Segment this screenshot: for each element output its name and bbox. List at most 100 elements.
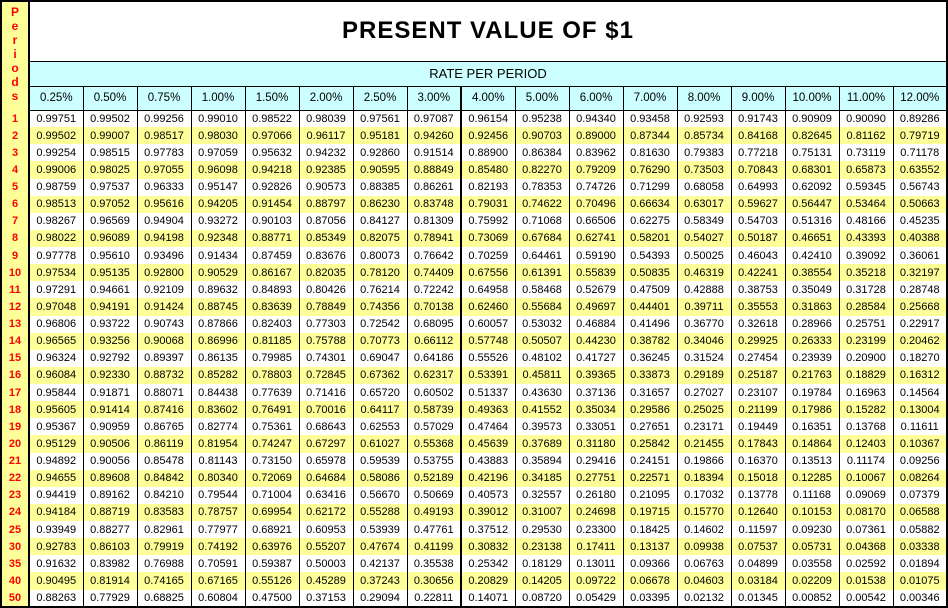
- pv-value-cell: 0.43883: [460, 452, 515, 470]
- pv-value-cell: 0.25751: [838, 315, 893, 333]
- pv-value-cell: 0.82961: [136, 521, 191, 539]
- pv-value-cell: 0.86103: [82, 538, 137, 556]
- pv-value-cell: 0.29586: [622, 401, 677, 419]
- pv-value-cell: 0.72845: [298, 366, 353, 384]
- pv-value-cell: 0.60804: [190, 589, 245, 607]
- pv-value-cell: 0.46043: [730, 247, 785, 265]
- pv-value-cell: 0.98513: [28, 195, 83, 213]
- pv-value-cell: 0.49363: [460, 401, 515, 419]
- pv-value-cell: 0.17032: [676, 486, 731, 504]
- pv-value-cell: 0.66634: [622, 195, 677, 213]
- pv-value-cell: 0.95367: [28, 418, 83, 436]
- period-label: 5: [1, 178, 30, 196]
- pv-value-cell: 0.36770: [676, 315, 731, 333]
- pv-value-cell: 0.05429: [568, 589, 623, 607]
- pv-value-cell: 0.85349: [298, 229, 353, 247]
- pv-value-cell: 0.17986: [784, 401, 839, 419]
- pv-value-cell: 0.09069: [838, 486, 893, 504]
- pv-value-cell: 0.79919: [136, 538, 191, 556]
- pv-value-cell: 0.53755: [406, 452, 461, 470]
- pv-value-cell: 0.74622: [514, 195, 569, 213]
- pv-value-cell: 0.96154: [460, 110, 515, 128]
- rate-column-header: 11.00%: [838, 86, 893, 111]
- rate-column-header: 2.00%: [298, 86, 353, 111]
- pv-value-cell: 0.20462: [892, 332, 947, 350]
- pv-value-cell: 0.40388: [892, 229, 947, 247]
- pv-value-cell: 0.68825: [136, 589, 191, 607]
- pv-value-cell: 0.33051: [568, 418, 623, 436]
- pv-value-cell: 0.50835: [622, 264, 677, 282]
- pv-value-cell: 0.09722: [568, 572, 623, 590]
- pv-value-cell: 0.90959: [82, 418, 137, 436]
- pv-value-cell: 0.75788: [298, 332, 353, 350]
- pv-value-cell: 0.10067: [838, 469, 893, 487]
- pv-value-cell: 0.25342: [460, 555, 515, 573]
- period-label: 24: [1, 503, 30, 521]
- pv-value-cell: 0.31863: [784, 298, 839, 316]
- pv-value-cell: 0.86135: [190, 349, 245, 367]
- period-label: 15: [1, 349, 30, 367]
- pv-value-cell: 0.06588: [892, 503, 947, 521]
- pv-value-cell: 0.55207: [298, 538, 353, 556]
- pv-value-cell: 0.74301: [298, 349, 353, 367]
- pv-value-cell: 0.81954: [190, 435, 245, 453]
- pv-value-cell: 0.98025: [82, 161, 137, 179]
- pv-value-cell: 0.98039: [298, 110, 353, 128]
- table-row: 7 0.98267 0.96569 0.94904 0.93272 0.90103 0.87…: [1, 212, 947, 230]
- pv-value-cell: 0.28748: [892, 281, 947, 299]
- pv-value-cell: 0.35894: [514, 452, 569, 470]
- pv-value-cell: 0.01345: [730, 589, 785, 607]
- pv-value-cell: 0.83639: [244, 298, 299, 316]
- pv-value-cell: 0.47674: [352, 538, 407, 556]
- pv-value-cell: 0.97291: [28, 281, 83, 299]
- pv-value-cell: 0.06678: [622, 572, 677, 590]
- rate-column-header: 8.00%: [676, 86, 731, 111]
- pv-value-cell: 0.38782: [622, 332, 677, 350]
- pv-value-cell: 0.27454: [730, 349, 785, 367]
- table-row: 8 0.98022 0.96089 0.94198 0.92348 0.88771 0.85…: [1, 229, 947, 247]
- pv-value-cell: 0.98515: [82, 144, 137, 162]
- pv-value-cell: 0.54027: [676, 229, 731, 247]
- period-label: 13: [1, 315, 30, 333]
- pv-value-cell: 0.97052: [82, 195, 137, 213]
- pv-value-cell: 0.31524: [676, 349, 731, 367]
- pv-value-cell: 0.87459: [244, 247, 299, 265]
- table-row: 6 0.98513 0.97052 0.95616 0.94205 0.91454 0.88…: [1, 195, 947, 213]
- pv-value-cell: 0.88263: [28, 589, 83, 607]
- pv-value-cell: 0.44230: [568, 332, 623, 350]
- pv-value-cell: 0.93458: [622, 110, 677, 128]
- pv-value-cell: 0.18425: [622, 521, 677, 539]
- pv-value-cell: 0.37689: [514, 435, 569, 453]
- pv-value-cell: 0.97537: [82, 178, 137, 196]
- pv-value-cell: 0.39711: [676, 298, 731, 316]
- pv-value-cell: 0.73503: [676, 161, 731, 179]
- pv-value-cell: 0.23138: [514, 538, 569, 556]
- pv-value-cell: 0.83676: [298, 247, 353, 265]
- pv-value-cell: 0.40573: [460, 486, 515, 504]
- pv-value-cell: 0.89632: [190, 281, 245, 299]
- pv-value-cell: 0.39012: [460, 503, 515, 521]
- table-row: 19 0.95367 0.90959 0.86765 0.82774 0.75361 0.6…: [1, 418, 947, 436]
- pv-value-cell: 0.86167: [244, 264, 299, 282]
- table-row: 50 0.88263 0.77929 0.68825 0.60804 0.47500 0.3…: [1, 589, 947, 607]
- pv-value-cell: 0.04368: [838, 538, 893, 556]
- pv-value-cell: 0.50025: [676, 247, 731, 265]
- pv-value-cell: 0.63976: [244, 538, 299, 556]
- pv-value-cell: 0.44401: [622, 298, 677, 316]
- pv-value-cell: 0.77639: [244, 384, 299, 402]
- period-label: 14: [1, 332, 30, 350]
- pv-value-cell: 0.89608: [82, 469, 137, 487]
- pv-value-cell: 0.91414: [82, 401, 137, 419]
- pv-value-cell: 0.81630: [622, 144, 677, 162]
- pv-value-cell: 0.35538: [406, 555, 461, 573]
- pv-value-cell: 0.53464: [838, 195, 893, 213]
- pv-value-cell: 0.95238: [514, 110, 569, 128]
- pv-value-cell: 0.37512: [460, 521, 515, 539]
- period-label: 50: [1, 589, 30, 607]
- pv-value-cell: 0.97783: [136, 144, 191, 162]
- pv-value-cell: 0.68095: [406, 315, 461, 333]
- table-row: 20 0.95129 0.90506 0.86119 0.81954 0.74247 0.6…: [1, 435, 947, 453]
- pv-value-cell: 0.90495: [28, 572, 83, 590]
- pv-value-cell: 0.81309: [406, 212, 461, 230]
- pv-value-cell: 0.96089: [82, 229, 137, 247]
